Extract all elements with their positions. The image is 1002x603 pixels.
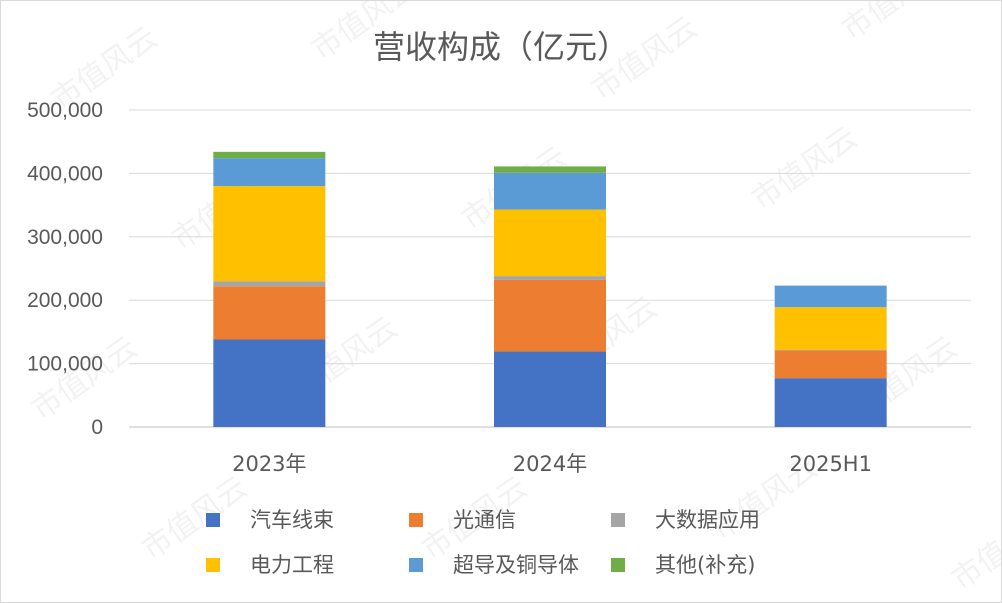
legend-swatch [409,558,423,572]
bar-segment [774,378,887,427]
legend-label: 超导及铜导体 [453,553,579,577]
legend-swatch [206,513,220,527]
bar-segment [494,351,606,427]
y-tick-label: 300,000 [27,226,103,249]
y-tick-label: 500,000 [27,99,103,122]
legend-swatch [611,513,625,527]
legend-label: 电力工程 [250,553,334,577]
legend-label: 大数据应用 [655,508,760,532]
x-category-label: 2025H1 [789,452,872,476]
x-category-label: 2024年 [513,452,587,476]
bar-segment [774,349,887,351]
bar-segment [494,279,606,352]
y-tick-label: 200,000 [27,289,103,312]
watermark-text: 市值风云 [26,330,144,427]
watermark-text: 市值风云 [746,120,864,217]
bar-segment [774,350,887,379]
x-category-label: 2023年 [232,452,306,476]
y-tick-label: 400,000 [27,162,103,185]
bar-segment [774,307,887,350]
watermark-text: 市值风云 [136,470,254,567]
chart-title: 营收构成（亿元） [373,28,629,66]
y-axis-tick-labels: 0 100,000 200,000 300,000 400,000 500,000 [27,99,103,439]
bar-segment [494,276,606,280]
bar-segment [494,172,606,210]
legend-swatch [611,558,625,572]
bars [213,151,887,427]
bar-segment [213,286,326,340]
bar-segment [494,166,606,173]
bar-segment [213,158,326,187]
watermark-text: 市值风云 [946,500,1001,597]
legend-swatch [409,513,423,527]
bar-segment [213,151,326,159]
legend-swatch [206,558,220,572]
watermark-text: 市值风云 [836,1,954,48]
bar-segment [494,209,606,277]
legend-label: 其他(补充) [655,553,755,577]
legend-label: 光通信 [453,508,516,532]
bar-segment [213,186,326,282]
x-axis-category-labels: 2023年 2024年 2025H1 [232,452,872,476]
y-tick-label: 0 [91,416,103,439]
bar-segment [213,339,326,427]
bar-segment [213,281,326,287]
legend-label: 汽车线束 [250,508,334,532]
y-tick-label: 100,000 [27,353,103,376]
bar-segment [774,285,887,308]
